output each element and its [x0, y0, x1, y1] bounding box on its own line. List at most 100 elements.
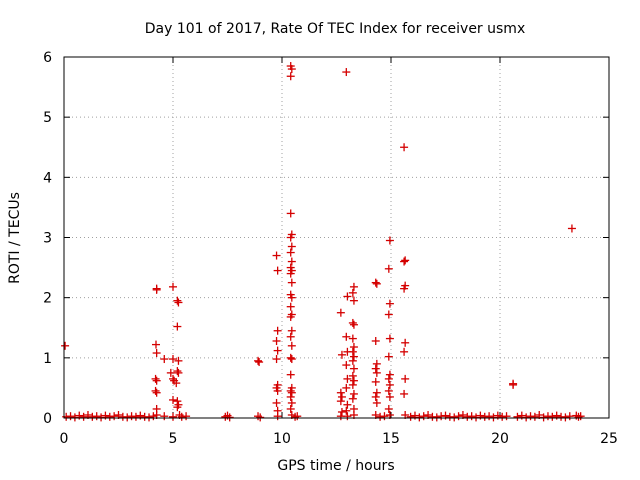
data-point: [522, 413, 531, 422]
data-point: [371, 336, 380, 345]
data-point: [174, 298, 183, 307]
y-tick-label: 3: [43, 231, 52, 247]
data-point: [485, 412, 494, 421]
data-point: [174, 356, 183, 365]
data-point: [415, 413, 424, 422]
data-point: [110, 412, 119, 421]
data-point: [548, 412, 557, 421]
data-point: [287, 388, 296, 397]
data-point: [349, 389, 358, 398]
y-tick-label: 4: [43, 170, 52, 186]
x-tick-label: 5: [169, 431, 178, 447]
axis-ticks: 0 5 10 15 20 25 0 1 2 3 4 5 6: [43, 50, 618, 447]
data-points: [61, 62, 585, 422]
data-point: [182, 412, 191, 421]
data-point: [286, 302, 295, 311]
data-point: [454, 412, 463, 421]
data-point: [400, 257, 409, 266]
data-point: [489, 413, 498, 422]
data-point: [293, 412, 302, 421]
data-point: [372, 359, 381, 368]
x-tick-label: 25: [600, 431, 618, 447]
data-point: [173, 322, 182, 331]
data-point: [384, 310, 393, 319]
data-point: [349, 296, 358, 305]
data-point: [384, 404, 393, 413]
data-point: [400, 347, 409, 356]
data-point: [172, 379, 181, 388]
data-point: [255, 358, 264, 367]
y-axis-label: ROTI / TECUs: [7, 192, 23, 284]
data-point: [371, 392, 380, 401]
data-point: [272, 398, 281, 407]
data-point: [173, 367, 182, 376]
data-point: [79, 412, 88, 421]
data-point: [174, 368, 183, 377]
data-point: [467, 412, 476, 421]
data-point: [286, 72, 295, 81]
data-point: [286, 392, 295, 401]
data-point: [400, 143, 409, 152]
data-point: [419, 412, 428, 421]
data-point: [169, 355, 177, 364]
data-point: [509, 380, 518, 389]
data-point: [385, 392, 394, 401]
data-point: [385, 334, 394, 343]
data-point: [286, 269, 295, 278]
data-point: [380, 412, 389, 421]
data-point: [287, 355, 296, 364]
y-tick-label: 2: [43, 291, 52, 307]
data-point: [343, 292, 352, 301]
data-point: [530, 412, 539, 421]
data-point: [173, 296, 182, 305]
data-point: [384, 374, 393, 383]
data-point: [343, 374, 352, 383]
data-point: [348, 380, 357, 389]
data-point: [92, 412, 101, 421]
data-point: [151, 340, 160, 349]
data-point: [287, 341, 296, 350]
data-point: [70, 413, 79, 422]
data-point: [166, 368, 175, 377]
y-tick-label: 0: [43, 411, 52, 427]
data-point: [342, 361, 351, 370]
data-point: [336, 388, 345, 397]
data-point: [567, 224, 576, 233]
data-point: [286, 312, 295, 321]
data-point: [400, 389, 409, 398]
data-point: [286, 209, 295, 218]
data-point: [450, 413, 459, 422]
data-point: [349, 364, 358, 373]
data-point: [343, 412, 352, 421]
data-point: [349, 320, 358, 329]
data-point: [151, 374, 160, 383]
x-axis-label: GPS time / hours: [277, 458, 394, 474]
data-point: [169, 282, 177, 291]
data-point: [348, 356, 357, 365]
x-tick-label: 0: [60, 431, 69, 447]
y-tick-label: 5: [43, 110, 52, 126]
y-tick-label: 6: [43, 50, 52, 66]
data-point: [256, 413, 265, 422]
data-point: [385, 236, 394, 245]
data-point: [385, 380, 394, 389]
data-point: [287, 242, 296, 251]
data-point: [349, 343, 358, 352]
data-point: [372, 388, 381, 397]
data-point: [336, 397, 345, 406]
data-point: [348, 334, 357, 343]
data-point: [401, 374, 410, 383]
gridlines: [64, 57, 609, 418]
data-point: [287, 293, 296, 302]
data-point: [145, 413, 154, 422]
data-point: [384, 352, 393, 361]
data-point: [472, 413, 481, 422]
data-point: [273, 326, 282, 335]
data-point: [513, 412, 522, 421]
data-point: [348, 371, 357, 380]
data-point: [273, 412, 282, 421]
data-point: [287, 257, 296, 266]
data-point: [349, 376, 358, 385]
x-tick-label: 10: [273, 431, 291, 447]
